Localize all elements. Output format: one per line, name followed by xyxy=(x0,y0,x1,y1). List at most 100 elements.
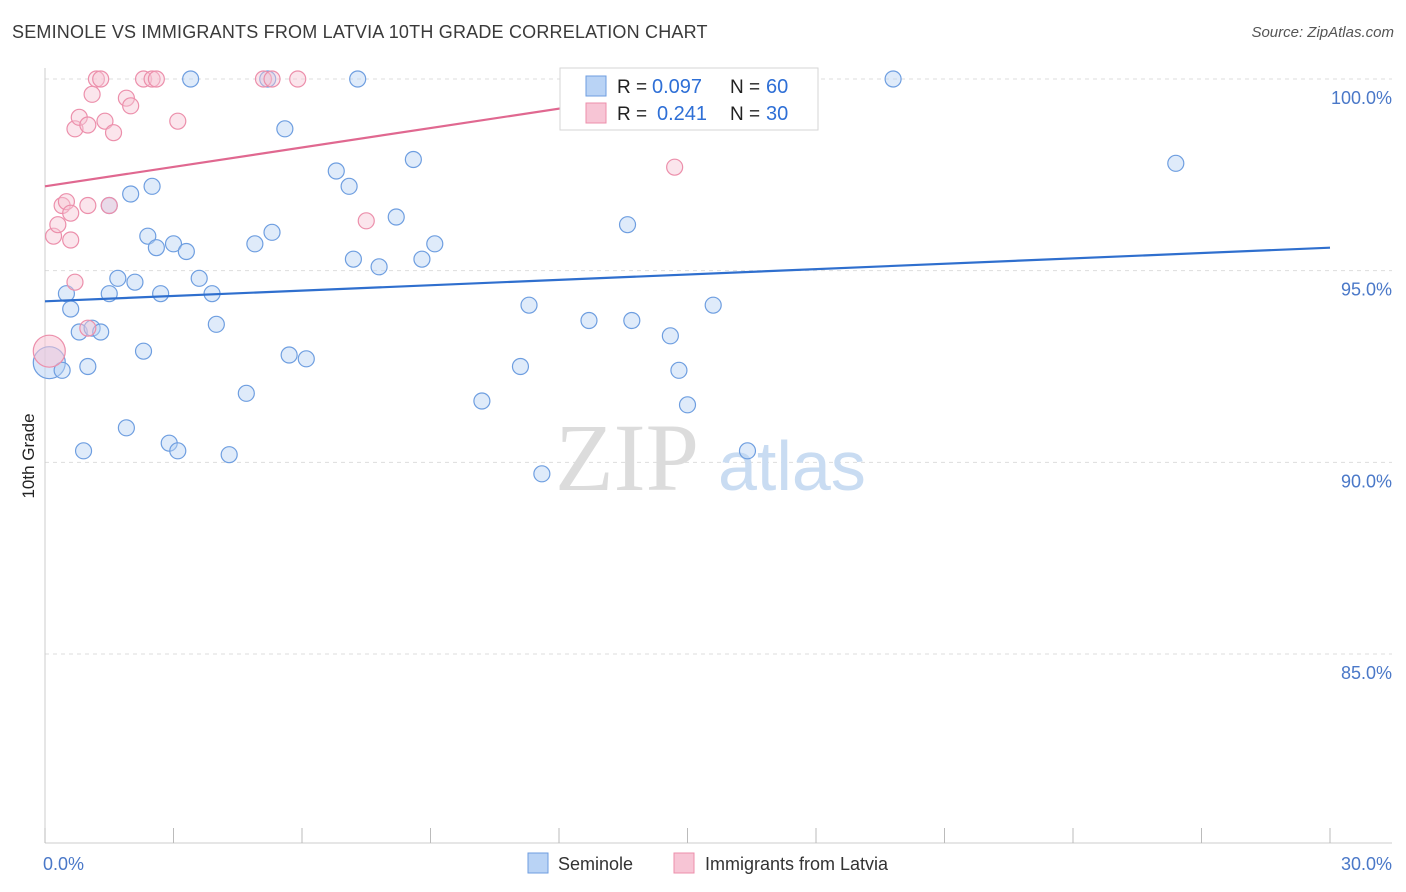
seminole-point xyxy=(190,269,208,287)
watermark-atlas: atlas xyxy=(718,427,866,505)
seminole-point xyxy=(370,258,388,276)
seminole-point xyxy=(413,250,431,268)
seminole-point xyxy=(134,342,153,360)
latvia-point xyxy=(62,231,80,249)
seminole-point xyxy=(404,150,422,169)
latvia-point xyxy=(147,70,165,88)
seminole-point xyxy=(220,446,238,464)
seminole-point xyxy=(237,384,255,402)
legend-label-seminole: Seminole xyxy=(558,854,633,874)
y-tick-label: 100.0% xyxy=(1331,88,1392,108)
seminole-point xyxy=(661,327,679,345)
latvia-point xyxy=(169,112,187,130)
latvia-point xyxy=(122,97,140,115)
seminole-point xyxy=(207,315,225,333)
latvia-point xyxy=(263,70,281,88)
seminole-point xyxy=(70,323,88,341)
data-points xyxy=(32,70,1185,483)
x-tick-label: 30.0% xyxy=(1341,854,1392,874)
seminole-point xyxy=(473,392,491,410)
seminole-point xyxy=(109,269,127,287)
stats-r-value-1: 0.097 xyxy=(652,76,702,98)
latvia-point xyxy=(104,124,123,142)
latvia-point xyxy=(79,319,97,337)
stats-r-value-2: 0.241 xyxy=(657,103,707,125)
latvia-point xyxy=(100,196,118,215)
legend-swatch-latvia xyxy=(673,852,695,874)
seminole-point xyxy=(117,419,135,437)
stats-r-label-2: R = xyxy=(617,104,647,125)
seminole-point xyxy=(147,239,165,257)
latvia-point xyxy=(66,273,84,291)
seminole-point xyxy=(92,323,110,341)
seminole-point xyxy=(618,216,637,234)
seminole-point xyxy=(62,300,80,318)
latvia-point xyxy=(96,112,114,130)
stats-n-value-2: 30 xyxy=(766,103,788,125)
latvia-point xyxy=(357,212,375,230)
source-label: Source: ZipAtlas.com xyxy=(1251,24,1394,41)
seminole-point xyxy=(169,442,187,460)
chart-title: SEMINOLE VS IMMIGRANTS FROM LATVIA 10TH … xyxy=(12,22,708,42)
stats-n-label-1: N = xyxy=(730,77,760,98)
seminole-point xyxy=(511,357,530,376)
seminole-point xyxy=(340,177,358,195)
seminole-point xyxy=(533,465,551,483)
seminole-point xyxy=(177,242,195,261)
seminole-point xyxy=(152,285,170,303)
y-tick-label: 95.0% xyxy=(1341,280,1392,300)
watermark-zip: ZIP xyxy=(555,404,699,511)
seminole-point xyxy=(280,346,298,364)
seminole-point xyxy=(122,185,140,203)
stats-swatch-latvia xyxy=(585,102,607,124)
seminole-point xyxy=(344,250,362,268)
seminole-point xyxy=(670,361,688,379)
seminole-point xyxy=(387,208,405,226)
seminole-point xyxy=(263,223,281,241)
seminole-point xyxy=(426,235,444,253)
seminole-point xyxy=(327,162,345,180)
latvia-point xyxy=(92,70,110,88)
latvia-point xyxy=(143,70,161,88)
latvia-point xyxy=(79,116,97,134)
y-tick-label: 90.0% xyxy=(1341,471,1392,491)
seminole-point xyxy=(520,296,538,314)
seminole-point xyxy=(143,177,161,195)
axes xyxy=(44,68,1392,844)
latvia-point xyxy=(666,158,684,176)
stats-n-label-2: N = xyxy=(730,104,760,125)
seminole-point xyxy=(678,396,697,414)
seminole-point xyxy=(139,227,157,245)
seminole-point xyxy=(259,70,277,88)
y-axis-title: 10th Grade xyxy=(19,413,38,498)
stats-n-value-1: 60 xyxy=(766,76,788,98)
latvia-point xyxy=(87,70,106,88)
seminole-point xyxy=(164,235,183,253)
seminole-point xyxy=(126,273,144,291)
latvia-point xyxy=(79,196,97,215)
latvia-point xyxy=(83,85,101,103)
latvia-point xyxy=(32,334,66,368)
watermark: ZIP atlas xyxy=(555,404,866,511)
y-tick-label: 85.0% xyxy=(1341,663,1392,683)
tick-labels: 100.0% 95.0% 90.0% 85.0% 0.0% 30.0% xyxy=(43,88,1392,874)
latvia-point xyxy=(62,204,80,222)
stats-r-label-1: R = xyxy=(617,77,647,98)
legend-swatch-seminole xyxy=(527,852,549,874)
seminole-point xyxy=(83,319,101,337)
seminole-point xyxy=(580,311,598,330)
latvia-point xyxy=(49,216,67,234)
latvia-point xyxy=(289,70,307,88)
seminole-point xyxy=(53,361,71,379)
seminole-point xyxy=(246,235,264,253)
seminole-point xyxy=(623,311,641,330)
seminole-point xyxy=(297,350,315,368)
seminole-point xyxy=(1167,154,1185,172)
grid-lines xyxy=(45,78,1392,655)
seminole-trend-line xyxy=(44,246,1331,303)
stats-swatch-seminole xyxy=(585,75,607,97)
seminole-point xyxy=(79,357,97,376)
seminole-point xyxy=(349,70,367,88)
seminole-point xyxy=(738,442,757,460)
